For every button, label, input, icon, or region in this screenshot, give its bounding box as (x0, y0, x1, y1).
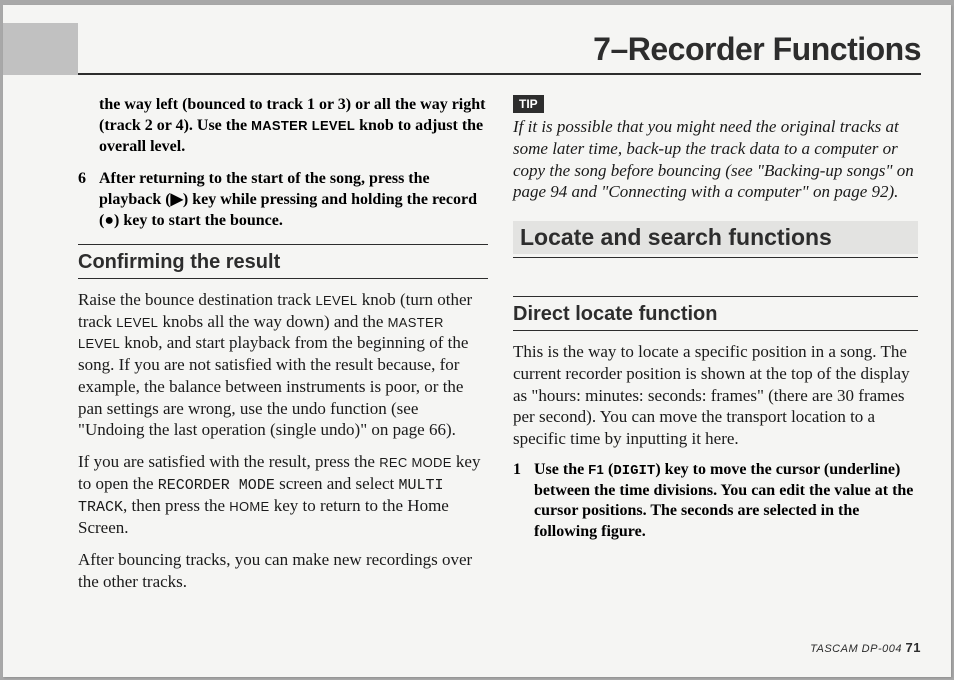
step1-num: 1 (513, 460, 524, 543)
step-5-continuation: the way left (bounced to track 1 or 3) o… (78, 95, 488, 157)
footer-model: TASCAM DP-004 (810, 643, 902, 655)
direct-locate-heading: Direct locate function (513, 303, 918, 326)
confirm-p2: If you are satisfied with the result, pr… (78, 451, 488, 539)
step6-num: 6 (78, 169, 89, 231)
direct-step-1: 1 Use the F1 (DIGIT) key to move the cur… (513, 460, 918, 543)
locate-section-heading: Locate and search functions (513, 221, 918, 254)
left-column: the way left (bounced to track 1 or 3) o… (78, 95, 488, 602)
page-footer: TASCAM DP-004 71 (810, 640, 921, 655)
rule (78, 244, 488, 245)
step-6: 6 After returning to the start of the so… (78, 169, 488, 231)
direct-locate-p: This is the way to locate a specific pos… (513, 341, 918, 450)
tip-text: If it is possible that you might need th… (513, 116, 918, 203)
content-columns: the way left (bounced to track 1 or 3) o… (78, 95, 921, 602)
step5-sc: MASTER LEVEL (251, 118, 355, 133)
confirm-p1: Raise the bounce destination track LEVEL… (78, 289, 488, 441)
chapter-title: 7–Recorder Functions (593, 31, 921, 68)
confirm-p3: After bouncing tracks, you can make new … (78, 549, 488, 593)
page-number: 71 (906, 640, 921, 655)
right-column: TIP If it is possible that you might nee… (513, 95, 918, 602)
rule (513, 257, 918, 258)
rule (78, 278, 488, 279)
step6-c: ) key to start the bounce. (114, 212, 283, 229)
tip-badge: TIP (513, 95, 544, 113)
header-strip (3, 23, 78, 75)
record-icon: ● (104, 212, 114, 229)
manual-page: 7–Recorder Functions the way left (bounc… (3, 5, 951, 677)
rule (513, 330, 918, 331)
tip-block: TIP If it is possible that you might nee… (513, 95, 918, 203)
rule (513, 296, 918, 297)
play-icon: ▶ (171, 191, 183, 208)
confirming-heading: Confirming the result (78, 251, 488, 274)
title-rule (78, 73, 921, 75)
